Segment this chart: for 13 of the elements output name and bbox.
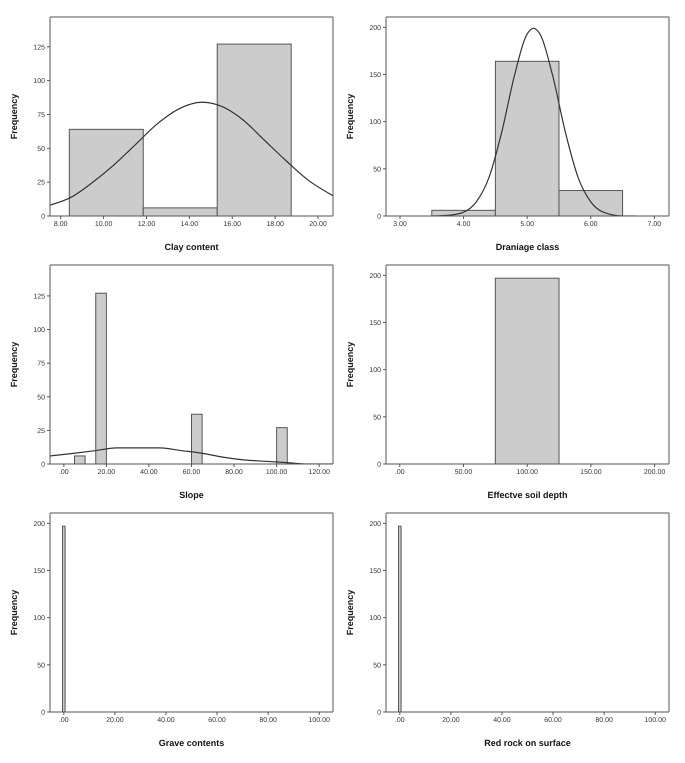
y-axis-title: Frequency <box>345 342 356 388</box>
x-axis-title: Grave contents <box>158 738 224 748</box>
y-axis-title: Frequency <box>345 94 356 140</box>
x-axis-title: Red rock on surface <box>484 738 571 748</box>
line-series <box>50 102 333 206</box>
x-axis-title: Draniage class <box>496 242 560 252</box>
y-axis-title: Frequency <box>9 590 20 636</box>
y-axis-title: Frequency <box>9 94 20 140</box>
y-axis-title: Frequency <box>9 342 20 388</box>
x-axis-title: Slope <box>179 490 204 500</box>
y-axis-title: Frequency <box>345 590 356 636</box>
x-axis-title: Clay content <box>164 242 219 252</box>
x-axis-title: Effectve soil depth <box>487 490 568 500</box>
